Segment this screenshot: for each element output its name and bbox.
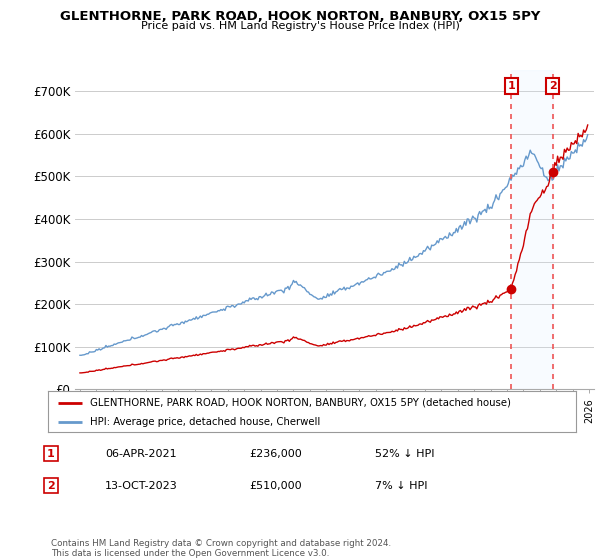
Text: £236,000: £236,000 xyxy=(249,449,302,459)
Text: 1: 1 xyxy=(508,81,515,91)
Text: HPI: Average price, detached house, Cherwell: HPI: Average price, detached house, Cher… xyxy=(90,417,320,427)
Text: Price paid vs. HM Land Registry's House Price Index (HPI): Price paid vs. HM Land Registry's House … xyxy=(140,21,460,31)
Text: 13-OCT-2023: 13-OCT-2023 xyxy=(105,480,178,491)
Text: GLENTHORNE, PARK ROAD, HOOK NORTON, BANBURY, OX15 5PY: GLENTHORNE, PARK ROAD, HOOK NORTON, BANB… xyxy=(60,10,540,23)
Text: 7% ↓ HPI: 7% ↓ HPI xyxy=(375,480,427,491)
Text: 2: 2 xyxy=(47,480,55,491)
Text: 06-APR-2021: 06-APR-2021 xyxy=(105,449,176,459)
Text: GLENTHORNE, PARK ROAD, HOOK NORTON, BANBURY, OX15 5PY (detached house): GLENTHORNE, PARK ROAD, HOOK NORTON, BANB… xyxy=(90,398,511,408)
Text: 2: 2 xyxy=(549,81,557,91)
Text: 1: 1 xyxy=(47,449,55,459)
Text: Contains HM Land Registry data © Crown copyright and database right 2024.
This d: Contains HM Land Registry data © Crown c… xyxy=(51,539,391,558)
Bar xyxy=(511,70,553,389)
Text: 52% ↓ HPI: 52% ↓ HPI xyxy=(375,449,434,459)
Text: £510,000: £510,000 xyxy=(249,480,302,491)
